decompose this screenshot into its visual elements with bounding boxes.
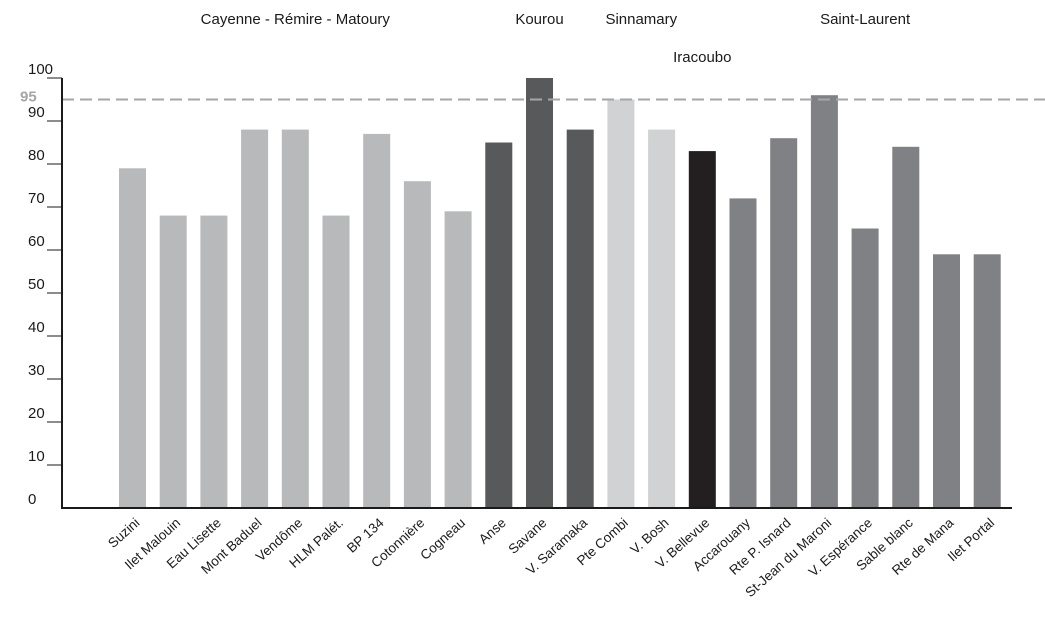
bar-2 (200, 215, 228, 508)
y-tick-label-0: 0 (28, 491, 36, 508)
bar-6 (363, 133, 391, 508)
y-tick-label-6: 60 (28, 233, 45, 250)
bar-19 (892, 146, 920, 509)
bar-0 (119, 168, 146, 509)
bar-17 (810, 95, 838, 508)
group-label-1: Kourou (515, 11, 563, 28)
category-label-8: Cogneau (417, 515, 468, 563)
bar-15 (729, 198, 757, 508)
bar-21 (973, 254, 1001, 508)
y-tick-label-3: 30 (28, 362, 45, 379)
y-tick-label-7: 70 (28, 190, 45, 207)
bar-11 (566, 129, 594, 508)
bar-5 (322, 215, 350, 508)
group-label-4: Saint-Laurent (820, 11, 911, 28)
bar-1 (159, 215, 187, 508)
bar-3 (241, 129, 269, 508)
bar-8 (444, 211, 472, 509)
group-label-0: Cayenne - Rémire - Matoury (201, 11, 391, 28)
y-tick-label-10: 100 (28, 61, 53, 78)
bar-9 (485, 142, 513, 508)
bar-12 (607, 99, 635, 508)
y-tick-label-1: 10 (28, 448, 45, 465)
category-label-9: Anse (476, 515, 509, 547)
bar-20 (933, 254, 960, 508)
bar-14 (688, 151, 716, 508)
bar-18 (851, 228, 879, 508)
category-label-0: Suzini (105, 515, 142, 551)
y-tick-label-8: 80 (28, 147, 45, 164)
group-label-2: Sinnamary (605, 11, 677, 28)
bar-4 (281, 129, 309, 508)
y-tick-label-2: 20 (28, 405, 45, 422)
y-tick-label-5: 50 (28, 276, 45, 293)
y-tick-label-9: 90 (28, 104, 45, 121)
bar-10 (526, 78, 553, 508)
reference-line-label: 95 (20, 89, 37, 106)
bar-13 (648, 129, 676, 508)
bar-7 (403, 181, 431, 508)
bar-16 (770, 138, 798, 508)
group-label-3: Iracoubo (673, 49, 731, 66)
y-tick-label-4: 40 (28, 319, 45, 336)
